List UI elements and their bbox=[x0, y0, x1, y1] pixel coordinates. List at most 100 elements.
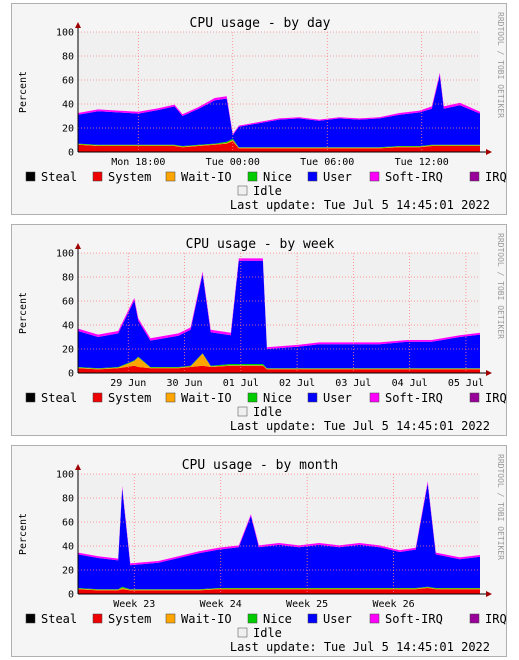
legend-label-steal: Steal bbox=[41, 391, 77, 405]
chart-svg-month: CPU usage - by month RRDTOOL / TOBI OETIK… bbox=[18, 454, 507, 654]
x-axis-arrow bbox=[486, 591, 492, 597]
y-axis-label: Percent bbox=[18, 292, 29, 334]
y-tick-label: 0 bbox=[68, 148, 74, 159]
y-tick-label: 0 bbox=[68, 590, 74, 601]
legend-label-idle: Idle bbox=[253, 405, 282, 419]
legend-label-wait-io: Wait-IO bbox=[181, 170, 232, 184]
legend-label-user: User bbox=[323, 612, 352, 626]
legend-label-system: System bbox=[108, 170, 151, 184]
series-user bbox=[78, 75, 480, 148]
legend-label-soft-irq: Soft-IRQ bbox=[385, 612, 443, 626]
legend-swatch-soft-irq bbox=[369, 171, 380, 182]
x-tick-label: Tue 12:00 bbox=[395, 157, 449, 168]
y-tick-label: 100 bbox=[56, 470, 74, 481]
legend-label-wait-io: Wait-IO bbox=[181, 391, 232, 405]
legend-swatch-steal bbox=[25, 613, 36, 624]
y-tick-label: 80 bbox=[62, 273, 74, 284]
x-axis-arrow bbox=[486, 149, 492, 155]
legend-label-idle: Idle bbox=[253, 626, 282, 640]
y-tick-label: 80 bbox=[62, 52, 74, 63]
y-tick-label: 60 bbox=[62, 518, 74, 529]
x-tick-label: Tue 00:00 bbox=[206, 157, 260, 168]
chart-panel-day: CPU usage - by day RRDTOOL / TOBI OETIKER… bbox=[11, 3, 507, 215]
legend-label-nice: Nice bbox=[263, 170, 292, 184]
series-nice bbox=[78, 353, 480, 369]
legend-swatch-user bbox=[307, 171, 318, 182]
y-tick-label: 20 bbox=[62, 124, 74, 135]
x-tick-label: 29 Jun bbox=[110, 378, 146, 389]
y-tick-label: 40 bbox=[62, 100, 74, 111]
chart-title: CPU usage - by week bbox=[186, 237, 335, 252]
chart-svg-week: CPU usage - by week RRDTOOL / TOBI OETIKE… bbox=[18, 233, 507, 433]
legend-swatch-irq bbox=[469, 392, 480, 403]
series-waitio bbox=[78, 140, 480, 149]
legend-swatch-nice bbox=[247, 171, 258, 182]
x-tick-label: 04 Jul bbox=[392, 378, 428, 389]
legend-label-system: System bbox=[108, 391, 151, 405]
y-tick-label: 40 bbox=[62, 542, 74, 553]
y-axis-arrow bbox=[75, 243, 81, 249]
legend-swatch-nice bbox=[247, 392, 258, 403]
x-tick-label: 30 Jun bbox=[166, 378, 202, 389]
series-softirq bbox=[78, 258, 480, 349]
legend-swatch-soft-irq bbox=[369, 392, 380, 403]
legend-swatch-wait-io bbox=[165, 613, 176, 624]
y-tick-label: 20 bbox=[62, 566, 74, 577]
watermark-text: RRDTOOL / TOBI OETIKER bbox=[496, 233, 505, 339]
x-tick-label: Week 24 bbox=[200, 599, 242, 610]
y-axis-label: Percent bbox=[18, 71, 29, 113]
legend-swatch-system bbox=[92, 392, 103, 403]
x-tick-label: 03 Jul bbox=[335, 378, 371, 389]
x-tick-label: 02 Jul bbox=[279, 378, 315, 389]
y-tick-label: 60 bbox=[62, 297, 74, 308]
legend-swatch-steal bbox=[25, 392, 36, 403]
last-update-text: Last update: Tue Jul 5 14:45:01 2022 bbox=[230, 198, 490, 212]
legend-label-nice: Nice bbox=[263, 391, 292, 405]
series-system bbox=[78, 588, 480, 594]
y-axis-arrow bbox=[75, 22, 81, 28]
x-tick-label: Week 23 bbox=[113, 599, 155, 610]
y-tick-label: 100 bbox=[56, 249, 74, 260]
legend-label-soft-irq: Soft-IRQ bbox=[385, 170, 443, 184]
legend-label-irq: IRQ bbox=[485, 170, 507, 184]
legend-swatch-irq bbox=[469, 171, 480, 182]
chart-title: CPU usage - by day bbox=[190, 16, 331, 31]
y-axis-label: Percent bbox=[18, 513, 29, 555]
watermark-text: RRDTOOL / TOBI OETIKER bbox=[496, 454, 505, 560]
watermark-text: RRDTOOL / TOBI OETIKER bbox=[496, 12, 505, 118]
legend-label-irq: IRQ bbox=[485, 612, 507, 626]
legend-swatch-idle bbox=[237, 627, 248, 638]
legend-swatch-irq bbox=[469, 613, 480, 624]
x-tick-label: 05 Jul bbox=[448, 378, 484, 389]
last-update-text: Last update: Tue Jul 5 14:45:01 2022 bbox=[230, 419, 490, 433]
series-waitio bbox=[78, 587, 480, 591]
legend-label-system: System bbox=[108, 612, 151, 626]
last-update-text: Last update: Tue Jul 5 14:45:01 2022 bbox=[230, 640, 490, 654]
chart-panel-month: CPU usage - by month RRDTOOL / TOBI OETIK… bbox=[11, 445, 507, 657]
x-tick-label: Week 26 bbox=[372, 599, 414, 610]
y-tick-label: 60 bbox=[62, 76, 74, 87]
x-axis-arrow bbox=[486, 370, 492, 376]
legend-label-wait-io: Wait-IO bbox=[181, 612, 232, 626]
legend-swatch-user bbox=[307, 392, 318, 403]
x-tick-label: 01 Jul bbox=[223, 378, 259, 389]
y-tick-label: 40 bbox=[62, 321, 74, 332]
y-tick-label: 80 bbox=[62, 494, 74, 505]
legend-label-steal: Steal bbox=[41, 612, 77, 626]
legend-swatch-system bbox=[92, 171, 103, 182]
legend-label-user: User bbox=[323, 170, 352, 184]
series-user bbox=[78, 260, 480, 369]
legend-swatch-wait-io bbox=[165, 392, 176, 403]
legend-label-idle: Idle bbox=[253, 184, 282, 198]
series-user bbox=[78, 483, 480, 590]
series-system bbox=[78, 141, 480, 152]
legend-label-nice: Nice bbox=[263, 612, 292, 626]
y-tick-label: 0 bbox=[68, 369, 74, 380]
y-axis-arrow bbox=[75, 464, 81, 470]
chart-panel-week: CPU usage - by week RRDTOOL / TOBI OETIKE… bbox=[11, 224, 507, 436]
y-tick-label: 20 bbox=[62, 345, 74, 356]
x-tick-label: Week 25 bbox=[286, 599, 328, 610]
legend-swatch-steal bbox=[25, 171, 36, 182]
chart-title: CPU usage - by month bbox=[182, 458, 339, 473]
chart-svg-day: CPU usage - by day RRDTOOL / TOBI OETIKER… bbox=[18, 12, 507, 212]
